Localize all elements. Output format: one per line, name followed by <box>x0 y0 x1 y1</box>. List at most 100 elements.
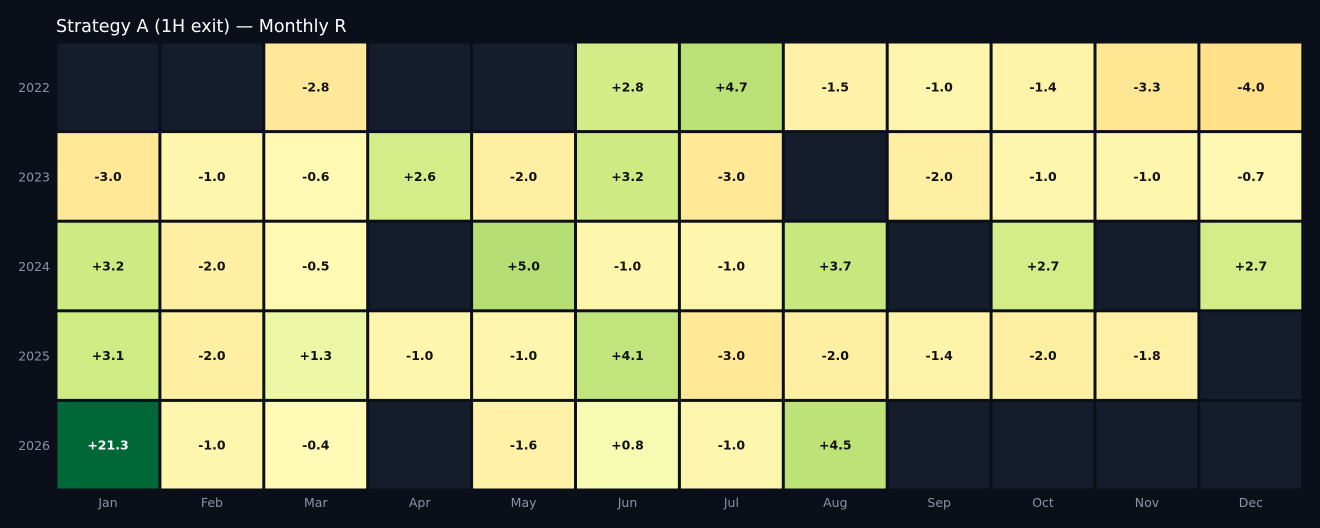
cell-value-label: -1.4 <box>1029 79 1057 94</box>
cell-value-label: -4.0 <box>1237 79 1265 94</box>
x-tick-label-feb: Feb <box>201 495 223 510</box>
heatmap-cell-empty-2023-aug <box>784 133 886 220</box>
heatmap-cell-empty-2025-dec <box>1200 312 1302 399</box>
cell-value-label: -1.6 <box>510 438 538 453</box>
heatmap-cell-2025-sep <box>888 312 990 399</box>
heatmap-cell-2022-jun <box>577 43 678 131</box>
heatmap-cell-2026-feb <box>161 401 263 489</box>
heatmap-cell-empty-2022-jan <box>57 43 159 131</box>
heatmap-cell-empty-2024-nov <box>1096 222 1198 310</box>
heatmap-cell-2025-apr <box>369 312 471 399</box>
x-tick-label-jan: Jan <box>97 495 117 510</box>
x-tick-label-apr: Apr <box>409 495 431 510</box>
cell-value-label: -2.0 <box>822 348 850 363</box>
heatmap-cell-2023-oct <box>992 133 1094 220</box>
x-tick-label-nov: Nov <box>1135 495 1160 510</box>
heatmap-cell-2024-jan <box>57 222 159 310</box>
cell-value-label: +1.3 <box>299 348 332 363</box>
heatmap-cell-2025-jul <box>680 312 782 399</box>
heatmap-cell-2022-mar <box>265 43 367 131</box>
x-tick-label-dec: Dec <box>1239 495 1263 510</box>
cell-value-label: -2.0 <box>198 259 226 274</box>
cell-value-label: -1.8 <box>1133 348 1160 363</box>
cell-value-label: -1.0 <box>926 79 954 94</box>
cell-value-label: +3.2 <box>611 169 644 184</box>
cell-value-label: -1.0 <box>1029 169 1057 184</box>
cell-value-label: -2.0 <box>510 169 538 184</box>
heatmap-cell-2023-mar <box>265 133 367 220</box>
cell-value-label: -3.0 <box>718 348 746 363</box>
heatmap-cell-2023-jul <box>680 133 782 220</box>
cell-value-label: +2.8 <box>611 79 644 94</box>
cell-value-label: +5.0 <box>507 259 540 274</box>
heatmap-cell-2025-mar <box>265 312 367 399</box>
cell-value-label: -1.0 <box>1133 169 1161 184</box>
cell-value-label: -0.4 <box>302 438 330 453</box>
cell-value-label: -1.0 <box>406 348 434 363</box>
heatmap-cell-2026-jan <box>57 401 159 489</box>
heatmap-cell-empty-2026-sep <box>888 401 990 489</box>
cell-value-label: -1.4 <box>926 348 954 363</box>
y-tick-label-2026: 2026 <box>18 438 50 453</box>
x-axis-ticks: Jan Feb Mar Apr May Jun Jul Aug Sep Oct Nov Dec <box>97 495 1263 510</box>
heatmap-cell-empty-2026-apr <box>369 401 471 489</box>
heatmap-cell-2024-may <box>473 222 574 310</box>
cell-value-label: -2.0 <box>1029 348 1057 363</box>
cell-value-label: +21.3 <box>87 438 128 453</box>
heatmap-cell-2024-mar <box>265 222 367 310</box>
chart-title: Strategy A (1H exit) — Monthly R <box>56 17 347 37</box>
cell-value-label: +4.5 <box>819 438 852 453</box>
heatmap-cell-2025-aug <box>784 312 886 399</box>
x-tick-label-sep: Sep <box>927 495 951 510</box>
cell-value-label: -0.7 <box>1237 169 1264 184</box>
y-tick-label-2025: 2025 <box>18 349 50 364</box>
cell-value-label: +3.1 <box>92 348 125 363</box>
cell-value-label: -2.8 <box>302 79 329 94</box>
heatmap-cell-2026-aug <box>784 401 886 489</box>
cell-value-label: +3.7 <box>819 259 852 274</box>
cell-value-label: -0.5 <box>302 259 329 274</box>
heatmap-cell-2023-may <box>473 133 574 220</box>
heatmap-cell-2024-jun <box>577 222 678 310</box>
cell-value-label: -0.6 <box>302 169 330 184</box>
x-tick-label-jun: Jun <box>617 495 638 510</box>
heatmap-cell-2023-jan <box>57 133 159 220</box>
cell-value-label: -1.0 <box>718 259 746 274</box>
heatmap-cell-2024-dec <box>1200 222 1302 310</box>
heatmap-cell-2023-jun <box>577 133 678 220</box>
cell-value-label: -2.0 <box>926 169 954 184</box>
x-tick-label-jul: Jul <box>723 495 739 510</box>
heatmap-cell-empty-2026-nov <box>1096 401 1198 489</box>
heatmap-cell-2023-dec <box>1200 133 1302 220</box>
heatmap-cell-2022-jul <box>680 43 782 131</box>
heatmap-cell-2022-aug <box>784 43 886 131</box>
heatmap-cell-2022-nov <box>1096 43 1198 131</box>
cell-value-label: -1.0 <box>198 438 226 453</box>
cell-value-label: +2.6 <box>403 169 436 184</box>
heatmap-cell-2025-oct <box>992 312 1094 399</box>
cell-value-label: -1.0 <box>510 348 538 363</box>
heatmap-cell-2025-jun <box>577 312 678 399</box>
heatmap-cell-2025-feb <box>161 312 263 399</box>
heatmap-cell-empty-2026-dec <box>1200 401 1302 489</box>
heatmap-cell-empty-2024-sep <box>888 222 990 310</box>
heatmap-cell-2024-oct <box>992 222 1094 310</box>
cell-value-label: +0.8 <box>611 438 644 453</box>
heatmap-cell-2022-dec <box>1200 43 1302 131</box>
y-tick-label-2024: 2024 <box>18 259 50 274</box>
heatmap-cell-2023-feb <box>161 133 263 220</box>
cell-value-label: +2.7 <box>1027 259 1060 274</box>
x-tick-label-aug: Aug <box>823 495 847 510</box>
cell-value-label: -1.0 <box>718 438 746 453</box>
cell-value-label: -1.0 <box>614 259 642 274</box>
heatmap-cell-2026-may <box>473 401 574 489</box>
heatmap-cell-empty-2022-feb <box>161 43 263 131</box>
heatmap-cell-empty-2022-apr <box>369 43 471 131</box>
y-tick-label-2022: 2022 <box>18 80 50 95</box>
heatmap-cell-2022-oct <box>992 43 1094 131</box>
heatmap-cell-2024-feb <box>161 222 263 310</box>
heatmap-cell-2026-jun <box>577 401 678 489</box>
heatmap-cell-2024-jul <box>680 222 782 310</box>
heatmap-cell-2023-nov <box>1096 133 1198 220</box>
